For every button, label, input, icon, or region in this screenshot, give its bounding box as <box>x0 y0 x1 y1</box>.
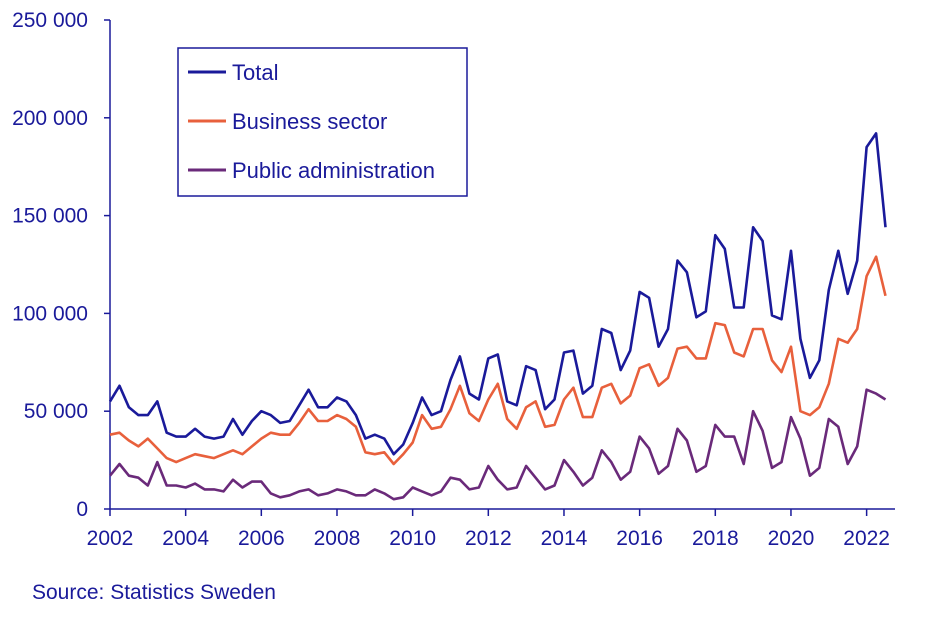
x-tick-label: 2018 <box>692 527 739 550</box>
legend-label-total: Total <box>232 60 278 85</box>
x-tick-label: 2008 <box>314 527 361 550</box>
source-note: Source: Statistics Sweden <box>32 581 276 604</box>
legend-box <box>177 47 468 197</box>
series-line-business-sector <box>109 255 887 466</box>
y-tick-label: 150 000 <box>12 205 88 228</box>
y-tick-label: 100 000 <box>12 302 88 325</box>
y-tick-label: 250 000 <box>12 9 88 32</box>
legend-label-business-sector: Business sector <box>232 109 387 134</box>
legend: Total Business sector Public administrat… <box>177 47 468 197</box>
series-lines <box>108 132 887 501</box>
series-line-public-administration <box>108 388 887 501</box>
y-axis-ticks: 0 50 000 100 000 150 000 200 000 250 000 <box>12 9 110 521</box>
y-tick-label: 0 <box>76 498 88 521</box>
x-tick-label: 2016 <box>616 527 663 550</box>
series-line-total <box>108 132 887 456</box>
x-axis-ticks: 2002 2004 2006 2008 2010 2012 2014 2016 2018 2020… <box>87 509 890 550</box>
x-tick-label: 2006 <box>238 527 285 550</box>
x-tick-label: 2010 <box>389 527 436 550</box>
x-tick-label: 2014 <box>541 527 588 550</box>
x-tick-label: 2020 <box>768 527 815 550</box>
x-tick-label: 2012 <box>465 527 512 550</box>
x-tick-label: 2004 <box>162 527 209 550</box>
axes <box>109 20 895 510</box>
y-tick-label: 50 000 <box>24 400 88 423</box>
x-tick-label: 2002 <box>87 527 134 550</box>
x-tick-label: 2022 <box>843 527 890 550</box>
y-tick-label: 200 000 <box>12 107 88 130</box>
legend-label-public-administration: Public administration <box>232 158 435 183</box>
